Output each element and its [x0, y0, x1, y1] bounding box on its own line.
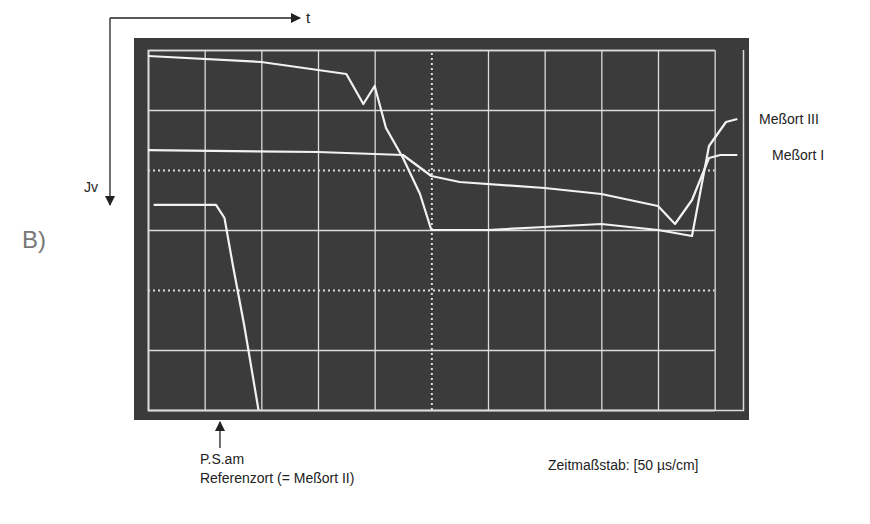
trace	[154, 205, 259, 410]
chart: Meßort III Meßort I t Jv B) P.S.am Referenzort…	[0, 0, 870, 524]
trace	[148, 150, 737, 224]
annotation-arrow	[219, 422, 220, 448]
y-grid-line	[148, 350, 715, 351]
x-tick	[715, 50, 716, 410]
plot-area	[148, 50, 744, 411]
y-tick	[148, 410, 715, 411]
annotation-line: Referenzort (= Meßort II)	[200, 470, 354, 486]
series-label: Meßort I	[772, 147, 824, 163]
y-grid-line	[148, 110, 715, 111]
y-grid-line	[148, 290, 715, 292]
x-axis-title: t	[306, 9, 311, 26]
y-tick	[148, 50, 715, 51]
traces	[148, 56, 737, 410]
annotation-line: P.S.am	[200, 451, 244, 467]
scale-label: Zeitmaßstab: [50 µs/cm]	[548, 457, 698, 473]
y-tick	[148, 110, 715, 111]
trace	[148, 56, 737, 236]
y-tick	[148, 350, 715, 351]
y-axis-title: Jv	[84, 179, 98, 195]
y-grid-line	[148, 410, 715, 411]
series-label: Meßort III	[759, 111, 819, 127]
panel-letter: B)	[22, 226, 46, 253]
y-grid-line	[148, 50, 715, 51]
y-tick	[148, 170, 715, 171]
y-grid-line	[148, 170, 715, 172]
y-tick	[148, 290, 715, 291]
x-axis-line	[149, 50, 744, 411]
time-arrow	[110, 17, 300, 18]
value-arrow	[109, 18, 110, 205]
x-axis	[149, 50, 744, 411]
screen	[134, 38, 749, 420]
annotation: P.S.am Referenzort (= Meßort II)	[200, 451, 354, 486]
x-grid-line	[715, 50, 716, 410]
